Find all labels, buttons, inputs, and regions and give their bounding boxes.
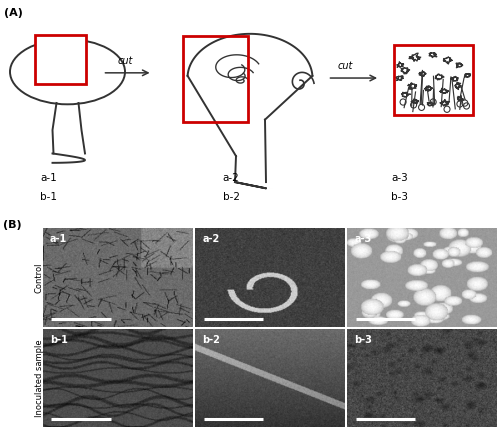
Text: b-3: b-3	[354, 335, 372, 344]
Text: a-2: a-2	[202, 234, 220, 244]
Text: b-2: b-2	[222, 192, 240, 202]
Text: b-1: b-1	[50, 335, 68, 344]
Text: (A): (A)	[4, 8, 23, 18]
Text: cut: cut	[338, 61, 353, 71]
Bar	[182, 36, 248, 122]
Bar	[394, 45, 473, 115]
Text: Inoculated sample: Inoculated sample	[34, 339, 43, 416]
Text: b-2: b-2	[202, 335, 220, 344]
Text: Control: Control	[34, 262, 43, 293]
Text: cut: cut	[118, 56, 133, 66]
Text: (B): (B)	[2, 220, 21, 229]
Text: b-3: b-3	[391, 192, 408, 202]
Text: a-3: a-3	[391, 173, 408, 183]
Text: b-1: b-1	[40, 192, 57, 202]
Text: a-2: a-2	[222, 173, 240, 183]
Text: a-1: a-1	[50, 234, 67, 244]
Bar	[35, 35, 86, 84]
Text: a-1: a-1	[40, 173, 57, 183]
Text: a-3: a-3	[354, 234, 372, 244]
